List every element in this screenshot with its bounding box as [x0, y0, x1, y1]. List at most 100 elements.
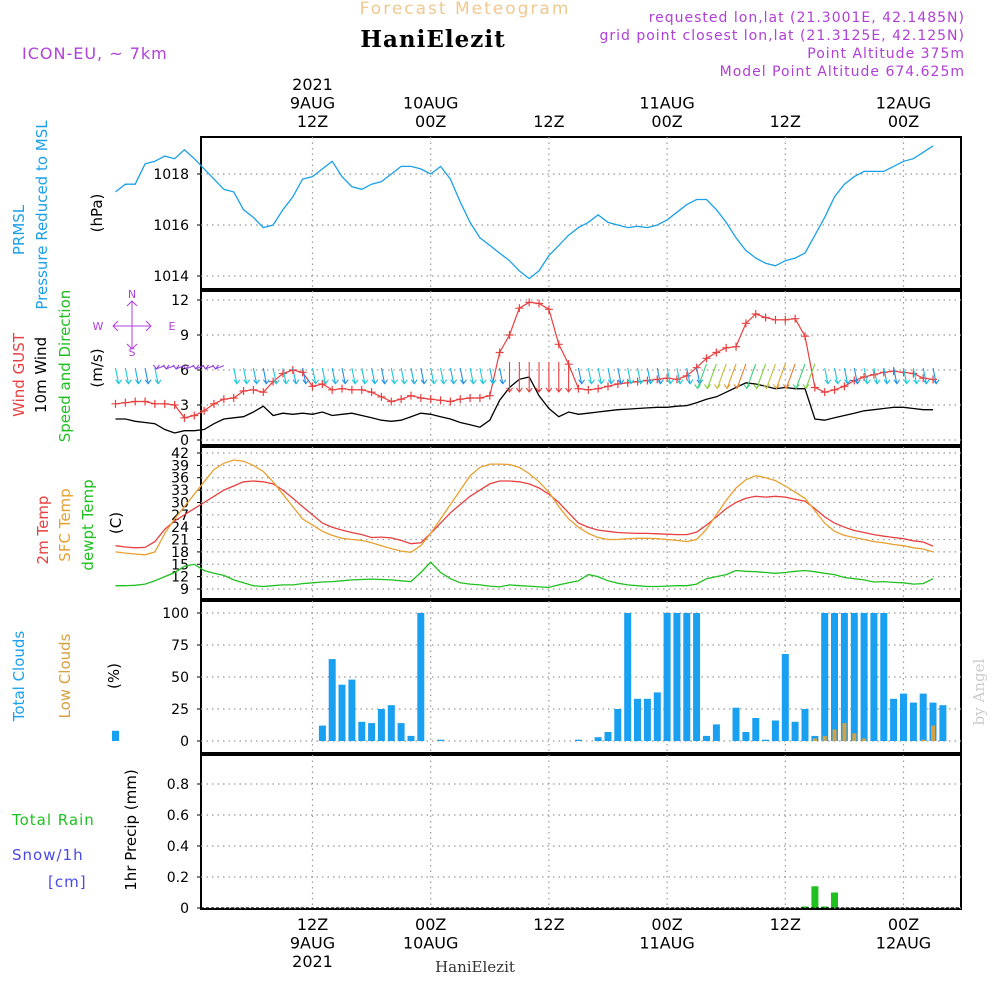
- bottom-time-label: 00Z: [888, 915, 919, 934]
- wind-direction-arrow: [802, 363, 816, 390]
- wind-direction-arrow: [863, 367, 871, 385]
- wind-direction-arrow: [331, 367, 339, 385]
- temp-2m-line: [115, 480, 934, 549]
- y-tick-label: 3: [180, 398, 189, 414]
- total-cloud-bar: [791, 721, 799, 741]
- total-cloud-bar: [407, 735, 415, 741]
- y-tick-label: 75: [171, 638, 189, 654]
- low-cloud-bar: [812, 738, 817, 741]
- low-cloud-bar: [921, 739, 926, 741]
- gust-marker: [485, 391, 494, 400]
- wind-direction-arrow: [763, 363, 776, 390]
- pressure-reduced-label: Pressure Reduced to MSL: [33, 120, 51, 310]
- wind-direction-arrow: [843, 367, 852, 385]
- clouds-panel: 0 25 50 75 100: [112, 600, 962, 754]
- y-tick-label: 21: [171, 533, 189, 549]
- rain-bar: [821, 906, 829, 908]
- top-time-label: 9AUG: [290, 94, 335, 113]
- sfc-temp-label: SFC Temp: [56, 488, 74, 561]
- gust-marker: [229, 394, 238, 402]
- gust-marker: [761, 313, 770, 322]
- precip-panel: 0 0.2 0.4 0.6 0.8: [167, 754, 962, 917]
- wind-speed-line: [115, 376, 933, 434]
- snow-unit-label: [cm]: [48, 873, 87, 891]
- total-cloud-bar: [348, 679, 356, 741]
- y-tick-label: 15: [171, 557, 189, 573]
- gust-marker: [820, 388, 829, 397]
- y-tick-label: 50: [171, 670, 189, 686]
- chart-title: Forecast Meteogram: [360, 0, 571, 19]
- total-cloud-bar: [575, 739, 582, 741]
- wind-labels: Wind GUST 10m Wind Speed and Direction (…: [10, 288, 176, 442]
- total-cloud-bar: [397, 723, 405, 741]
- wind-direction-arrow: [430, 367, 438, 385]
- gust-marker: [308, 382, 317, 391]
- compass-rose: N S W E: [93, 288, 176, 359]
- author-watermark: by Angel: [970, 658, 988, 725]
- wind-direction-arrow: [883, 367, 891, 385]
- panel-frame: [200, 446, 962, 600]
- top-time-label: 00Z: [415, 112, 446, 131]
- gust-marker: [791, 314, 800, 323]
- wind-direction-arrow: [469, 367, 477, 385]
- top-time-label: 2021: [292, 75, 333, 94]
- y-tick-label: 0.8: [167, 777, 189, 793]
- point-altitude: Point Altitude 375m: [807, 46, 965, 62]
- low-cloud-bar: [842, 723, 847, 741]
- gust-marker: [544, 305, 553, 314]
- wind-direction-arrow: [666, 367, 674, 385]
- wind-direction-arrow: [154, 367, 162, 385]
- wind-direction-arrow: [713, 363, 727, 390]
- gust-marker: [495, 348, 504, 357]
- total-cloud-bar: [890, 698, 898, 741]
- gust-marker: [131, 397, 140, 406]
- wind-direction-arrow: [676, 367, 684, 385]
- gust-marker: [869, 370, 878, 379]
- total-cloud-bar: [387, 705, 395, 741]
- wind-direction-arrow: [400, 367, 408, 385]
- wind-direction-arrow: [282, 367, 290, 385]
- y-tick-label: 1014: [153, 269, 189, 285]
- gust-marker: [249, 385, 258, 394]
- y-tick-label: 0: [180, 433, 189, 449]
- gust-marker: [318, 380, 327, 388]
- low-cloud-bar: [862, 738, 867, 741]
- gust-marker: [111, 399, 120, 408]
- gust-marker: [436, 396, 445, 405]
- wind-direction-arrow: [597, 367, 605, 385]
- top-time-label: 00Z: [888, 112, 919, 131]
- wind-direction-arrow: [390, 367, 398, 385]
- y-tick-label: 0.6: [167, 808, 189, 824]
- wind-direction-arrow: [243, 367, 251, 385]
- wind-direction-arrow: [410, 367, 418, 385]
- wind-direction-arrow: [694, 363, 708, 390]
- gust-marker: [397, 395, 406, 404]
- gust-marker: [574, 384, 583, 393]
- total-cloud-bar: [919, 693, 927, 741]
- rain-bar: [811, 886, 819, 908]
- total-cloud-bar: [683, 613, 691, 741]
- total-cloud-bar: [318, 725, 326, 741]
- temperature-labels: 2m Temp SFC Temp dewpt Temp (C): [34, 479, 125, 570]
- total-cloud-bar: [762, 739, 770, 741]
- low-cloud-bar: [832, 729, 837, 741]
- bottom-time-label: 00Z: [651, 915, 682, 934]
- gust-marker: [347, 385, 356, 394]
- wind-direction-arrow: [212, 364, 225, 370]
- low-cloud-bar: [852, 733, 857, 741]
- y-tick-label: 1018: [153, 167, 189, 183]
- total-cloud-bar: [673, 613, 681, 741]
- wind-direction-arrow: [607, 367, 615, 385]
- wind-direction-arrow: [873, 367, 881, 385]
- bottom-time-label: 2021: [292, 952, 333, 971]
- wind-direction-arrow: [782, 363, 796, 390]
- wind-direction-arrow: [686, 367, 694, 385]
- gust-marker: [515, 304, 524, 313]
- wind-direction-arrow: [302, 367, 310, 385]
- total-cloud-bar: [929, 702, 937, 741]
- gust-marker: [830, 385, 839, 394]
- total-cloud-bar: [860, 613, 868, 741]
- wind-direction-arrow: [515, 361, 523, 393]
- top-time-label: 10AUG: [403, 94, 458, 113]
